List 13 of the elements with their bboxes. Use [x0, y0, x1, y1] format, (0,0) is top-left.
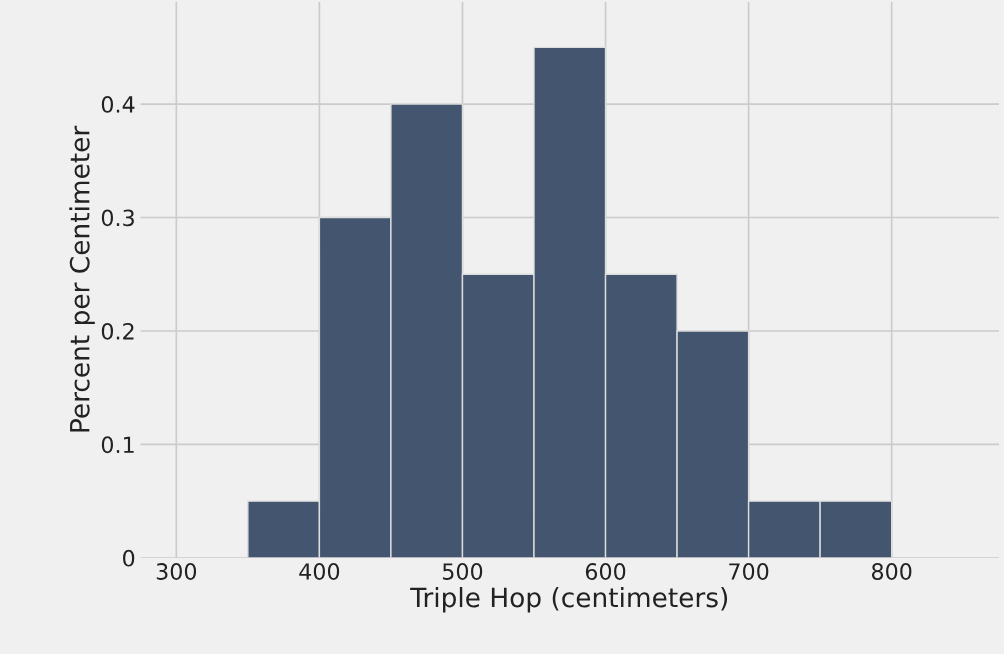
x-tick-label: 600 [585, 563, 626, 580]
x-tick-label: 400 [299, 563, 340, 580]
y-tick-label: 0.4 [101, 96, 135, 113]
y-tick-label: 0.1 [101, 436, 134, 454]
x-tick-label: 300 [156, 563, 197, 580]
x-axis-title: Triple Hop (centimeters) [410, 587, 728, 613]
y-tick-label: 0 [123, 549, 135, 567]
y-tick-label: 0.3 [101, 209, 134, 227]
x-tick-label: 700 [729, 563, 769, 580]
x-tick-label: 800 [871, 563, 912, 580]
y-tick-label: 0.2 [101, 322, 134, 340]
y-axis-title: Percent per Centimeter [69, 125, 95, 432]
x-tick-label: 500 [442, 563, 483, 580]
